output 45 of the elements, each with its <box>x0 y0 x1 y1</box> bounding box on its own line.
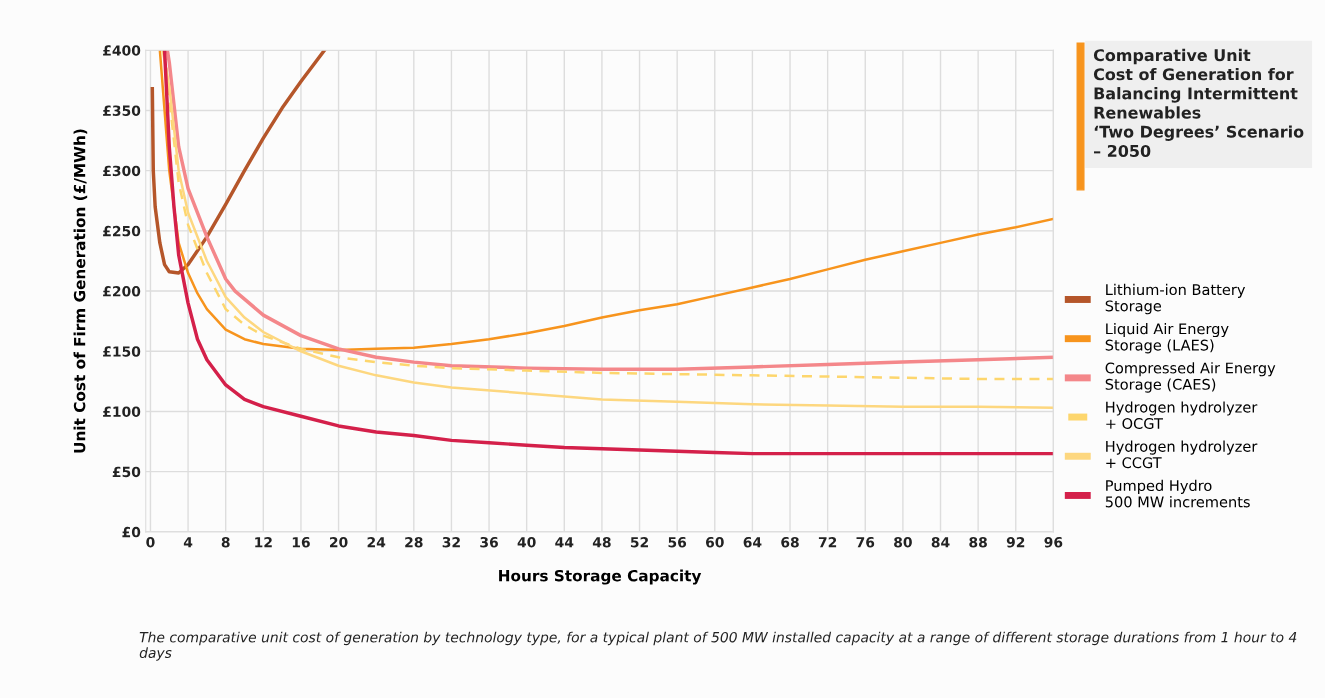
x-tick-label: 52 <box>630 536 648 548</box>
x-tick-label: 60 <box>705 536 724 548</box>
x-tick-label: 44 <box>555 537 574 548</box>
y-tick-label: £400 <box>103 45 141 56</box>
x-tick-label: 32 <box>442 536 460 548</box>
text: The comparative unit cost of generation by technology type, for a typical plant of 500 MW installed capacity at a range of different storage durations from 1 hour to 4 days <box>139 631 1297 661</box>
x-tick-label: 28 <box>405 536 423 548</box>
x-tick-label: 0 <box>146 536 155 548</box>
y-tick-label: £350 <box>103 105 141 116</box>
x-tick-label: 84 <box>931 536 950 548</box>
legend-label: Hydrogen hydrolyzer + OCGT <box>1106 401 1258 430</box>
legend-label: Pumped Hydro 500 MW increments <box>1105 479 1250 508</box>
legend-label: Liquid Air Energy Storage (LAES) <box>1105 323 1229 354</box>
legend-label: Lithium-ion Battery Storage <box>1105 283 1246 315</box>
x-tick-label: 4 <box>183 537 193 548</box>
x-tick-label: 16 <box>292 537 310 548</box>
x-tick-label: 56 <box>668 537 687 548</box>
x-tick-label: 12 <box>255 536 272 548</box>
y-tick-label: £250 <box>103 225 141 237</box>
text: Comparative Unit Cost of Generation for Balancing Intermittent Renewables ‘Two Degrees’ Scenario – 2050 <box>1093 48 1304 157</box>
y-tick-label: £300 <box>103 165 141 177</box>
y-axis-title: Unit Cost of Firm Generation (£/MWh) <box>73 129 88 453</box>
x-tick-label: 48 <box>592 536 611 548</box>
y-tick-label: £100 <box>103 406 141 417</box>
x-tick-label: 80 <box>894 536 912 548</box>
x-tick-label: 88 <box>969 536 987 548</box>
x-tick-label: 92 <box>1006 536 1025 548</box>
x-tick-label: 64 <box>743 537 762 548</box>
y-tick-label: £200 <box>103 286 141 297</box>
y-tick-label: £0 <box>122 526 141 538</box>
legend-label: Compressed Air Energy Storage (CAES) <box>1105 362 1276 393</box>
x-tick-label: 36 <box>480 536 498 548</box>
y-tick-label: £50 <box>112 466 141 478</box>
x-tick-label: 8 <box>221 536 230 548</box>
x-tick-label: 68 <box>781 536 799 548</box>
legend-label: Hydrogen hydrolyzer + CCGT <box>1106 440 1258 469</box>
line-series <box>150 50 327 275</box>
x-tick-label: 20 <box>330 536 348 548</box>
x-tick-label: 76 <box>856 537 875 548</box>
x-tick-label: 96 <box>1044 537 1063 548</box>
x-tick-label: 24 <box>367 536 386 548</box>
x-tick-label: 40 <box>517 536 536 548</box>
x-axis-title: Hours Storage Capacity <box>499 569 702 585</box>
y-tick-label: £150 <box>103 346 141 357</box>
x-tick-label: 72 <box>818 536 837 548</box>
